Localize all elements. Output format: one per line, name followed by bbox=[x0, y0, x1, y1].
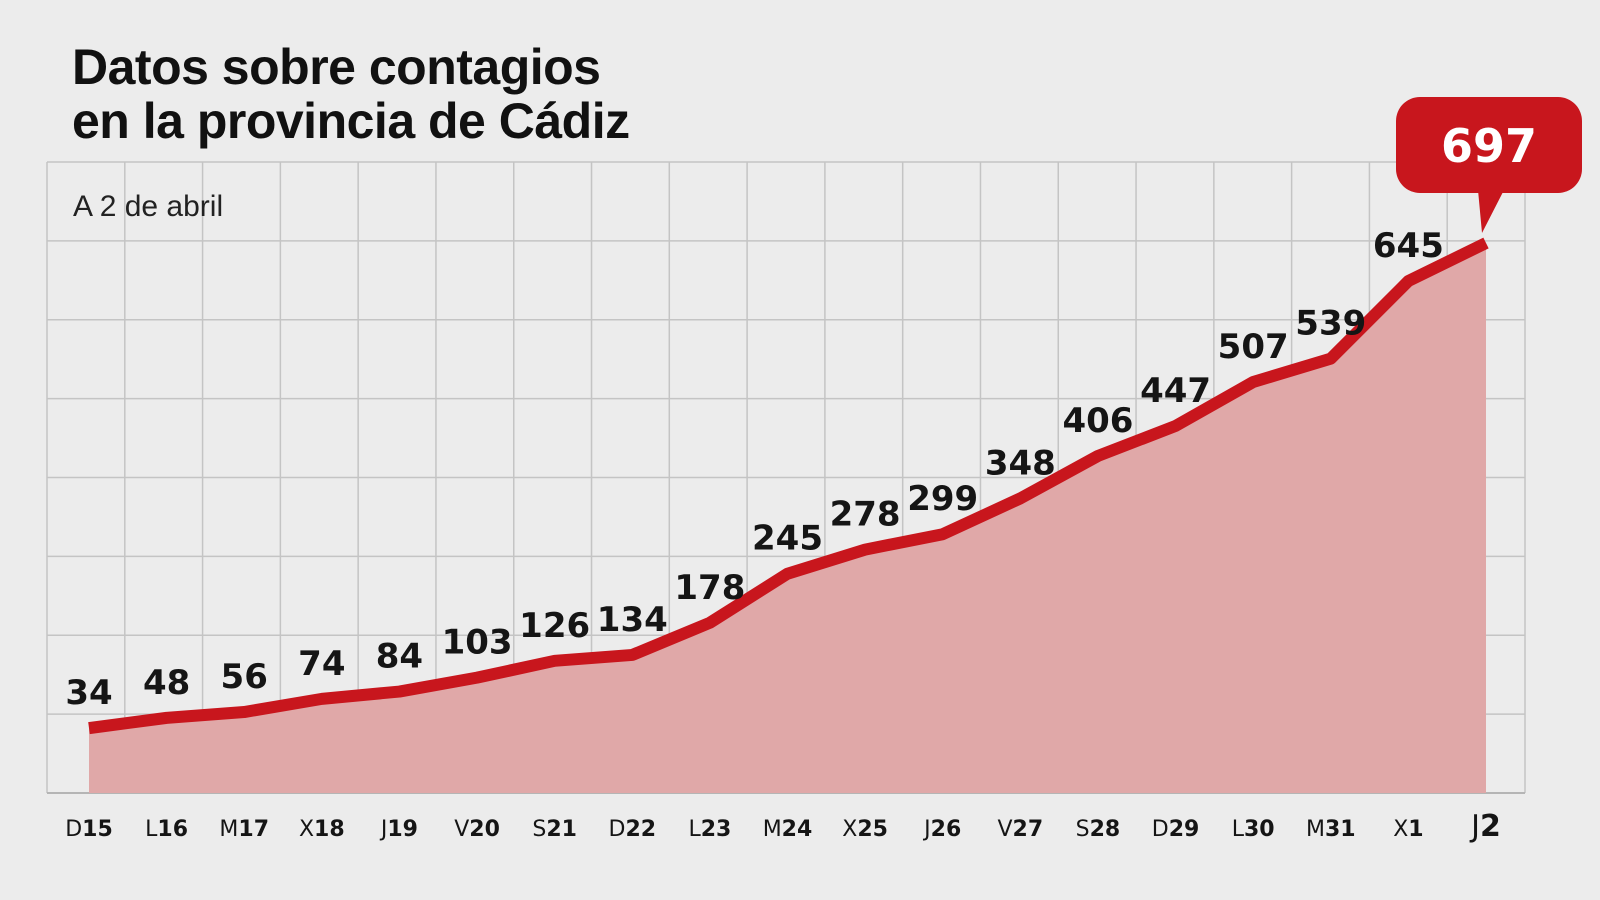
x-tick-weekday: X bbox=[842, 817, 857, 842]
value-label: 278 bbox=[830, 495, 901, 535]
value-label: 406 bbox=[1062, 401, 1133, 441]
x-tick-label: V20 bbox=[454, 817, 500, 842]
x-axis-labels: D15 L16 M17 X18 J19 V20 S21 D22 L23 M24 X25 J26 V27 S… bbox=[65, 809, 1501, 844]
x-tick-day: 21 bbox=[546, 817, 577, 842]
x-tick-weekday: J bbox=[922, 817, 931, 842]
x-tick-day: 28 bbox=[1090, 817, 1121, 842]
x-tick-weekday: D bbox=[65, 817, 82, 842]
x-tick-label: X25 bbox=[842, 817, 888, 842]
x-tick-weekday: V bbox=[454, 817, 469, 842]
x-tick-label: S21 bbox=[532, 817, 577, 842]
x-tick-weekday: S bbox=[1076, 817, 1090, 842]
value-label: 299 bbox=[907, 479, 978, 519]
x-tick-label: J19 bbox=[379, 817, 418, 842]
callout-value: 697 bbox=[1441, 119, 1537, 173]
x-tick-label: D15 bbox=[65, 817, 113, 842]
x-tick-label: L23 bbox=[688, 817, 731, 842]
x-tick-label: S28 bbox=[1076, 817, 1121, 842]
x-tick-day: 20 bbox=[469, 817, 500, 842]
x-tick-day: 1 bbox=[1408, 817, 1423, 842]
chart-subtitle: A 2 de abril bbox=[73, 190, 223, 223]
value-label: 507 bbox=[1218, 327, 1289, 367]
chart-title-line-1: Datos sobre contagios bbox=[72, 39, 601, 95]
x-tick-label: X18 bbox=[299, 817, 345, 842]
x-tick-weekday: L bbox=[1232, 817, 1245, 842]
x-tick-day: 2 bbox=[1480, 809, 1501, 844]
value-label: 56 bbox=[221, 657, 268, 697]
x-tick-weekday: S bbox=[532, 817, 546, 842]
value-label: 539 bbox=[1295, 304, 1366, 344]
x-tick-day: 16 bbox=[157, 817, 188, 842]
x-tick-day: 29 bbox=[1169, 817, 1200, 842]
chart-title: Datos sobre contagios en la provincia de… bbox=[72, 40, 630, 148]
x-tick-day: 15 bbox=[82, 817, 113, 842]
x-tick-label: X1 bbox=[1393, 817, 1423, 842]
x-tick-weekday: M bbox=[219, 817, 238, 842]
x-tick-label: M17 bbox=[219, 817, 269, 842]
value-label: 447 bbox=[1140, 371, 1211, 411]
x-tick-day: 27 bbox=[1013, 817, 1044, 842]
series-line bbox=[88, 237, 1489, 735]
value-label: 348 bbox=[985, 443, 1056, 483]
x-tick-day: 26 bbox=[931, 817, 962, 842]
x-tick-weekday: X bbox=[1393, 817, 1408, 842]
x-tick-day: 22 bbox=[625, 817, 656, 842]
callout-pointer bbox=[1478, 190, 1504, 233]
x-tick-label: L16 bbox=[145, 817, 188, 842]
x-tick-day: 23 bbox=[701, 817, 732, 842]
x-tick-day: 31 bbox=[1325, 817, 1356, 842]
x-tick-label: D22 bbox=[608, 817, 656, 842]
x-tick-label: V27 bbox=[997, 817, 1043, 842]
x-tick-day: 17 bbox=[238, 817, 269, 842]
highlight-callout: 697 bbox=[1396, 97, 1582, 233]
value-label: 645 bbox=[1373, 226, 1444, 266]
x-tick-weekday: J bbox=[1469, 809, 1480, 844]
x-tick-day: 19 bbox=[387, 817, 418, 842]
x-tick-day: 30 bbox=[1244, 817, 1275, 842]
x-tick-label: M24 bbox=[763, 817, 813, 842]
value-label: 178 bbox=[674, 568, 745, 608]
x-tick-weekday: L bbox=[688, 817, 701, 842]
x-tick-label: D29 bbox=[1152, 817, 1200, 842]
x-tick-weekday: D bbox=[608, 817, 625, 842]
x-tick-day: 18 bbox=[314, 817, 345, 842]
x-tick-weekday: L bbox=[145, 817, 158, 842]
value-label: 34 bbox=[65, 673, 112, 713]
x-tick-day: 25 bbox=[857, 817, 888, 842]
value-label: 103 bbox=[442, 623, 513, 663]
x-tick-weekday: M bbox=[1306, 817, 1325, 842]
x-tick-weekday: D bbox=[1152, 817, 1169, 842]
callout-box bbox=[1396, 97, 1582, 193]
x-tick-weekday: M bbox=[763, 817, 782, 842]
value-label: 126 bbox=[519, 606, 590, 646]
x-tick-label: L30 bbox=[1232, 817, 1275, 842]
value-label: 245 bbox=[752, 519, 823, 559]
value-label: 134 bbox=[597, 600, 668, 640]
x-tick-weekday: V bbox=[997, 817, 1012, 842]
x-tick-label: J26 bbox=[922, 817, 961, 842]
x-tick-weekday: J bbox=[379, 817, 388, 842]
value-label: 74 bbox=[298, 644, 345, 684]
chart-title-line-2: en la provincia de Cádiz bbox=[72, 93, 630, 149]
x-tick-label: M31 bbox=[1306, 817, 1356, 842]
x-tick-day: 24 bbox=[782, 817, 813, 842]
value-label: 48 bbox=[143, 663, 190, 703]
x-tick-weekday: X bbox=[299, 817, 314, 842]
series-area-fill bbox=[89, 243, 1486, 793]
value-label: 84 bbox=[376, 637, 423, 677]
x-tick-label: J2 bbox=[1469, 809, 1501, 844]
